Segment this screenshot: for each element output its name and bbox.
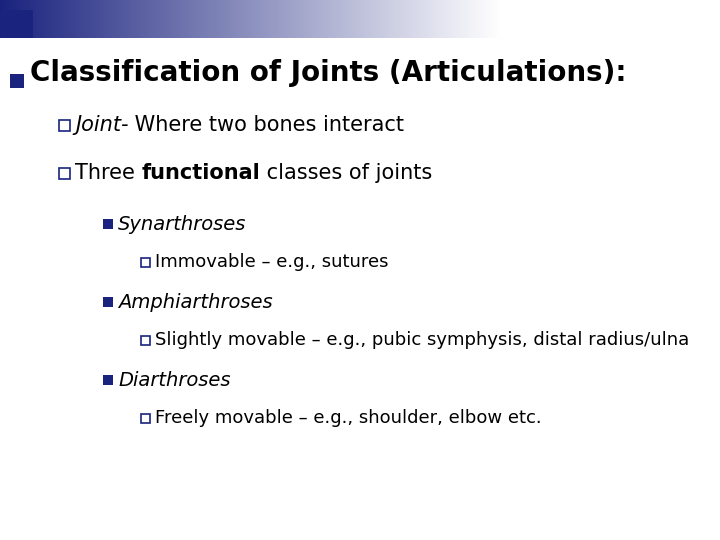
Text: Synarthroses: Synarthroses — [118, 214, 246, 233]
FancyBboxPatch shape — [103, 219, 113, 229]
Text: Slightly movable – e.g., pubic symphysis, distal radius/ulna: Slightly movable – e.g., pubic symphysis… — [155, 331, 689, 349]
Text: Freely movable – e.g., shoulder, elbow etc.: Freely movable – e.g., shoulder, elbow e… — [155, 409, 541, 427]
Text: Joint-: Joint- — [75, 115, 128, 135]
Text: Three: Three — [75, 163, 142, 183]
FancyBboxPatch shape — [103, 297, 113, 307]
Text: Immovable – e.g., sutures: Immovable – e.g., sutures — [155, 253, 389, 271]
Text: Classification of Joints (Articulations):: Classification of Joints (Articulations)… — [30, 59, 626, 87]
Text: classes of joints: classes of joints — [260, 163, 433, 183]
FancyBboxPatch shape — [103, 375, 113, 385]
Text: Where two bones interact: Where two bones interact — [128, 115, 405, 135]
Text: functional: functional — [142, 163, 260, 183]
FancyBboxPatch shape — [5, 10, 33, 38]
FancyBboxPatch shape — [10, 74, 24, 88]
Text: Diarthroses: Diarthroses — [118, 370, 230, 389]
Text: Amphiarthroses: Amphiarthroses — [118, 293, 273, 312]
